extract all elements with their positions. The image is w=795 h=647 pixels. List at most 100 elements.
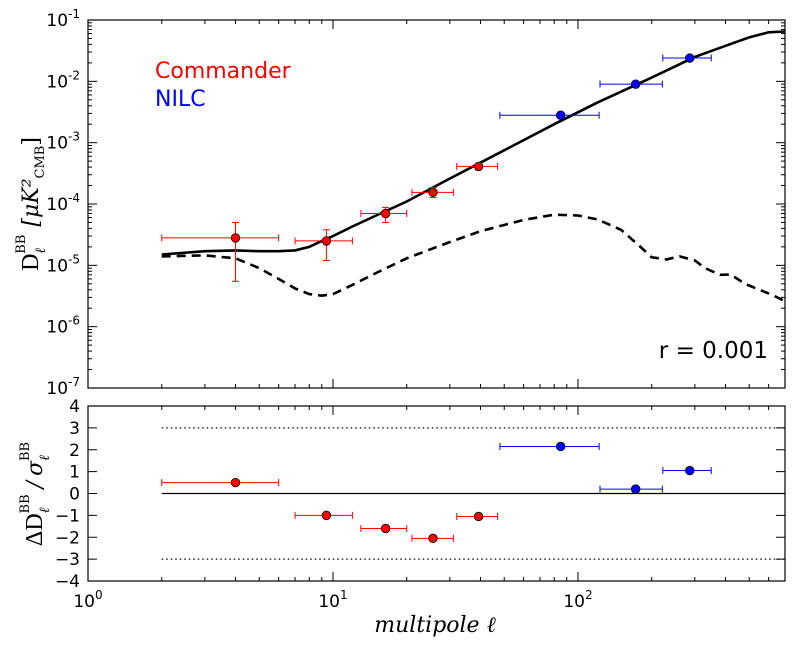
svg-text:DℓBB[μK²CMB]: Dℓ BB [μK²CMB] — [14, 137, 49, 271]
marker — [685, 53, 695, 63]
resid-nilc-1 — [599, 484, 663, 494]
ytick-label-exp: -4 — [68, 191, 80, 205]
top-data-marks — [161, 53, 712, 282]
xtick-label-exp: 0 — [95, 588, 103, 602]
resid-ylabel-den-sup: BB — [18, 442, 33, 461]
legend-entry-nilc: NILC — [155, 87, 206, 112]
point-commander-1 — [294, 229, 353, 261]
point-commander-4 — [456, 161, 499, 172]
ylabel-base: D — [18, 254, 44, 271]
marker — [380, 208, 391, 219]
marker — [555, 441, 566, 452]
x-axis-title: multipole ℓ — [374, 613, 496, 638]
marker — [230, 477, 241, 488]
ytick-label: 10-7 — [46, 375, 80, 399]
resid-ylabel-den: σ — [23, 460, 48, 476]
resid-ylabel-num-sup: BB — [18, 494, 33, 513]
marker — [321, 236, 332, 246]
resid-ylabel-num-sub: ℓ — [37, 507, 53, 513]
resid-ytick-label: −4 — [55, 572, 80, 592]
ylabel-units: [μK² — [19, 178, 44, 226]
resid-ytick-label: 4 — [69, 397, 80, 417]
ylabel-units-close: ] — [19, 137, 44, 146]
marker — [685, 465, 695, 476]
xtick-label-base: 10 — [563, 592, 585, 612]
resid-ytick-label: −3 — [55, 550, 80, 570]
resid-commander-4 — [456, 511, 499, 522]
resid-ylabel-slash: / — [23, 478, 48, 490]
marker — [380, 523, 391, 534]
resid-ytick-label: −1 — [55, 506, 80, 526]
resid-nilc-2 — [662, 465, 712, 476]
xtick-label: 100 — [73, 588, 102, 612]
xtick-label-exp: 1 — [340, 588, 348, 602]
ytick-label-base: 10 — [46, 11, 68, 31]
r-annotation: r = 0.001 — [659, 338, 768, 364]
ytick-label: 10-6 — [46, 314, 80, 338]
ylabel-units-sub: CMB — [33, 146, 48, 179]
point-nilc-1 — [599, 79, 663, 89]
resid-nilc-0 — [499, 441, 600, 452]
xtick-label-base: 10 — [318, 592, 340, 612]
ytick-label-base: 10 — [46, 256, 68, 276]
ytick-label-base: 10 — [46, 195, 68, 215]
bottom-data-marks — [161, 441, 712, 544]
curve-model-total — [161, 30, 786, 256]
ytick-label-exp: -2 — [68, 68, 80, 82]
marker — [555, 110, 566, 120]
marker — [473, 511, 484, 522]
resid-ytick-label: 1 — [69, 463, 80, 483]
resid-commander-0 — [161, 477, 280, 488]
legend-entry-commander: Commander — [155, 59, 292, 84]
resid-commander-1 — [294, 510, 353, 521]
marker — [230, 233, 241, 243]
ytick-label: 10-4 — [46, 191, 80, 215]
xtick-label: 101 — [318, 588, 347, 612]
ytick-label-exp: -3 — [68, 130, 80, 144]
svg-text:ΔDℓBB/σℓBB: ΔDℓBB/σℓBB — [18, 442, 53, 546]
top-y-axis-title: Dℓ BB [μK²CMB] — [14, 137, 49, 271]
marker — [630, 79, 641, 89]
resid-ytick-label: 2 — [69, 441, 80, 461]
marker — [428, 187, 438, 198]
ytick-label-base: 10 — [46, 318, 68, 338]
ytick-label-base: 10 — [46, 134, 68, 154]
marker — [428, 533, 438, 544]
curve-model-tensor — [161, 213, 786, 303]
resid-ytick-label: 0 — [69, 485, 80, 505]
resid-ylabel-den-sub: ℓ — [37, 455, 53, 461]
bottom-reference-lines — [161, 427, 785, 560]
ytick-label-base: 10 — [46, 379, 68, 399]
bottom-y-axis-title: ΔDℓBB/σℓBB — [18, 442, 53, 546]
ytick-label-exp: -6 — [68, 314, 80, 328]
point-commander-2 — [360, 206, 408, 223]
top-model-curves — [161, 30, 786, 303]
ylabel-sub: ℓ — [33, 248, 49, 254]
point-nilc-0 — [499, 110, 600, 120]
resid-ytick-label: 3 — [69, 419, 80, 439]
ytick-label: 10-5 — [46, 252, 80, 276]
ytick-label: 10-1 — [46, 7, 80, 31]
ytick-label: 10-2 — [46, 68, 80, 92]
ytick-label-exp: -1 — [68, 7, 80, 21]
resid-ytick-label: −2 — [55, 528, 80, 548]
point-nilc-2 — [662, 53, 712, 63]
resid-ylabel-num: ΔD — [22, 513, 48, 546]
ytick-label-exp: -7 — [68, 375, 80, 389]
point-commander-0 — [161, 221, 280, 282]
marker — [473, 161, 484, 172]
ytick-label-base: 10 — [46, 72, 68, 92]
ytick-label: 10-3 — [46, 130, 80, 154]
xtick-label-exp: 2 — [585, 588, 593, 602]
xtick-label: 102 — [563, 588, 592, 612]
resid-commander-3 — [411, 533, 454, 544]
marker — [321, 510, 332, 521]
resid-commander-2 — [360, 523, 408, 534]
ylabel-sup: BB — [14, 235, 29, 254]
point-commander-3 — [411, 187, 454, 198]
xtick-label-base: 10 — [73, 592, 95, 612]
ytick-label-exp: -5 — [68, 252, 80, 266]
marker — [630, 484, 641, 494]
